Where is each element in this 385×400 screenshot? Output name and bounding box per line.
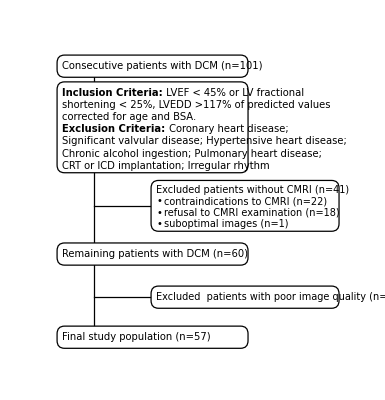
Text: Significant valvular disease; Hypertensive heart disease;: Significant valvular disease; Hypertensi…	[62, 136, 347, 146]
Text: Consecutive patients with DCM (n=101): Consecutive patients with DCM (n=101)	[62, 61, 263, 71]
Text: Excluded  patients with poor image quality (n=3): Excluded patients with poor image qualit…	[156, 292, 385, 302]
FancyBboxPatch shape	[57, 55, 248, 77]
Text: CRT or ICD implantation; Irregular rhythm: CRT or ICD implantation; Irregular rhyth…	[62, 161, 270, 171]
Text: Excluded patients without CMRI (n=41): Excluded patients without CMRI (n=41)	[156, 185, 350, 195]
Text: suboptimal images (n=1): suboptimal images (n=1)	[164, 219, 288, 229]
FancyBboxPatch shape	[151, 286, 339, 308]
Text: Remaining patients with DCM (n=60): Remaining patients with DCM (n=60)	[62, 249, 248, 259]
FancyBboxPatch shape	[57, 326, 248, 348]
Text: Coronary heart disease;: Coronary heart disease;	[166, 124, 288, 134]
Text: •: •	[156, 196, 162, 206]
Text: •: •	[156, 208, 162, 218]
Text: •: •	[156, 219, 162, 229]
Text: corrected for age and BSA.: corrected for age and BSA.	[62, 112, 197, 122]
Text: Exclusion Criteria:: Exclusion Criteria:	[62, 124, 166, 134]
Text: shortening < 25%, LVEDD >117% of predicted values: shortening < 25%, LVEDD >117% of predict…	[62, 100, 331, 110]
Text: Inclusion Criteria:: Inclusion Criteria:	[62, 88, 163, 98]
Text: LVEF < 45% or LV fractional: LVEF < 45% or LV fractional	[163, 88, 304, 98]
Text: Chronic alcohol ingestion; Pulmonary heart disease;: Chronic alcohol ingestion; Pulmonary hea…	[62, 148, 322, 158]
Text: contraindications to CMRI (n=22): contraindications to CMRI (n=22)	[164, 196, 327, 206]
Text: Final study population (n=57): Final study population (n=57)	[62, 332, 211, 342]
FancyBboxPatch shape	[57, 243, 248, 265]
FancyBboxPatch shape	[151, 180, 339, 231]
FancyBboxPatch shape	[57, 82, 248, 173]
Text: refusal to CMRI examination (n=18): refusal to CMRI examination (n=18)	[164, 208, 340, 218]
